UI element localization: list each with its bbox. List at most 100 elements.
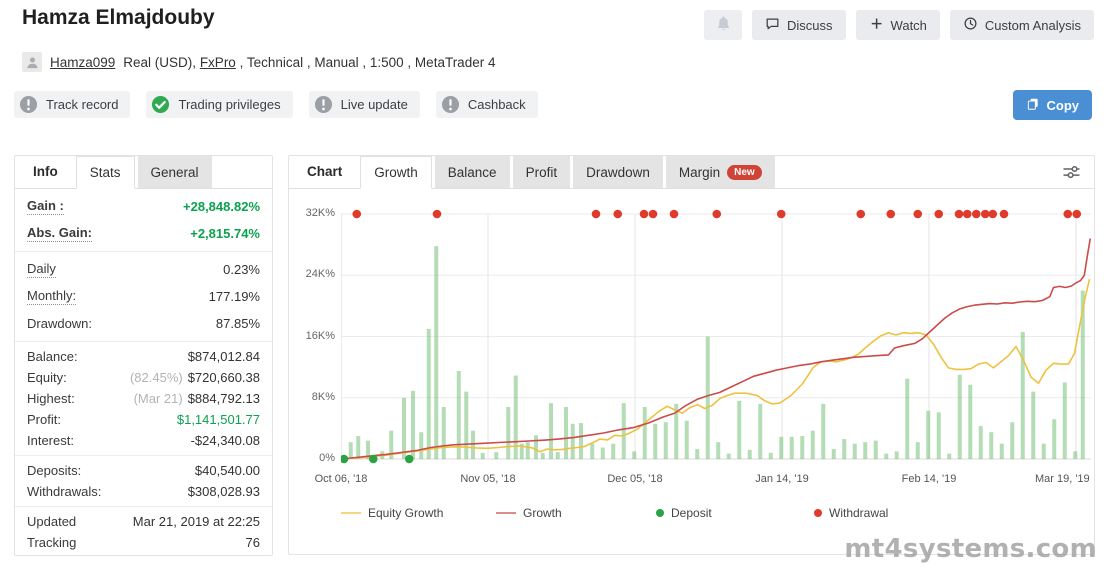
growth-bar [1031,392,1035,459]
legend-item-growth: Growth [496,506,562,520]
stat-value: $720,660.38 [188,370,260,385]
growth-bar [1052,419,1056,459]
growth-bar [402,398,406,459]
tab-general[interactable]: General [138,156,212,188]
y-axis-tick-label: 8K% [289,391,335,403]
growth-bar [1073,451,1077,459]
stat-label: Interest: [27,433,74,448]
legend-item-equity-growth: Equity Growth [341,506,443,520]
page: Hamza Elmajdouby Discuss Watch Custom Anal… [0,0,1109,569]
tab-drawdown[interactable]: Drawdown [573,156,663,188]
growth-bar [758,404,762,459]
notifications-button[interactable] [704,10,742,40]
stat-label: Gain : [27,198,64,215]
tab-chart[interactable]: Chart [305,156,344,188]
stat-row-updated: UpdatedMar 21, 2019 at 22:25 [27,511,260,532]
copy-icon [1026,97,1040,114]
growth-bar [748,450,752,459]
growth-bar [434,246,438,459]
badge-live-update: Live update [309,91,420,118]
growth-bar [1021,332,1025,459]
growth-bar [706,337,710,460]
discuss-button[interactable]: Discuss [752,10,846,40]
stat-group: Balance:$874,012.84Equity:(82.45%)$720,6… [15,342,272,456]
tab-label: Profit [526,165,558,180]
badge-label: Trading privileges [178,97,280,112]
exclamation-circle-icon [441,95,460,114]
x-axis-tick-label: Mar 19, '19 [1035,473,1090,485]
growth-bar [947,454,951,459]
stat-group: Daily0.23%Monthly:177.19%Drawdown:87.85% [15,252,272,342]
growth-bar [716,442,720,459]
copy-button[interactable]: Copy [1013,90,1093,120]
stat-row-tracking: Tracking76 [27,532,260,553]
tab-margin[interactable]: MarginNew [666,156,775,188]
info-tabs: StatsGeneral [76,156,215,188]
stat-row-interest: Interest:-$24,340.08 [27,430,260,451]
stat-label: Equity: [27,370,67,385]
growth-bar [643,407,647,459]
withdrawal-dot [988,210,997,219]
copy-button-label: Copy [1047,98,1080,113]
stat-label: Balance: [27,349,78,364]
growth-bar [811,431,815,459]
growth-bar [457,371,461,459]
stat-label: Highest: [27,391,75,406]
page-title: Hamza Elmajdouby [22,6,215,30]
badge-cashback: Cashback [436,91,538,118]
stat-value-wrap: 0.23% [223,262,260,277]
tab-profit[interactable]: Profit [513,156,571,188]
stat-value: 87.85% [216,316,260,331]
tab-growth[interactable]: Growth [360,156,432,189]
tab-info[interactable]: Info [31,156,60,188]
chart-settings-icon[interactable] [1061,162,1082,188]
legend-label: Deposit [671,506,712,520]
stat-label: Tracking [27,535,76,550]
account-username-link[interactable]: Hamza099 [50,55,115,70]
growth-bar [411,391,415,459]
stat-row-highest: Highest: (Mar 21)$884,792.13 [27,388,260,409]
account-line: Hamza099 Real (USD), FxPro , Technical ,… [22,52,495,72]
growth-bar [534,435,538,459]
watch-button[interactable]: Watch [856,10,940,40]
legend-item-deposit: Deposit [656,506,712,520]
growth-bar [874,441,878,459]
tab-label: Margin [679,165,720,180]
stat-value-wrap: (Mar 21)$884,792.13 [134,391,260,406]
badge-trading-privileges: Trading privileges [146,91,292,118]
watermark: mt4systems.com [844,534,1097,564]
avatar-icon [22,52,42,72]
y-axis-tick-label: 24K% [289,268,335,280]
withdrawal-dot [972,210,981,219]
tab-stats[interactable]: Stats [76,156,135,189]
growth-line [341,239,1090,460]
stat-value: $884,792.13 [188,391,260,406]
stat-value-wrap: +28,848.82% [183,199,260,214]
stat-label: Drawdown: [27,316,92,331]
stat-value: 177.19% [209,289,260,304]
growth-bar [790,437,794,459]
custom-analysis-button[interactable]: Custom Analysis [950,10,1094,40]
growth-bar [494,452,498,459]
growth-bar [653,424,657,459]
stat-value-wrap: +2,815.74% [190,226,260,241]
growth-chart-svg [341,206,1091,465]
growth-bar [926,411,930,459]
growth-bar [842,439,846,459]
stat-row-abs-gain: Abs. Gain:+2,815.74% [27,220,260,247]
withdrawal-dot [886,210,895,219]
growth-bar [601,448,605,459]
growth-bar [737,401,741,459]
stat-value: $874,012.84 [188,349,260,364]
account-meta: Real (USD), FxPro , Technical , Manual ,… [123,55,495,70]
growth-bar [564,407,568,459]
plus-icon [869,16,884,34]
stat-value-wrap: $1,141,501.77 [177,412,260,427]
stat-label: Profit: [27,412,61,427]
account-meta-prefix: Real (USD), [123,55,200,70]
growth-bar [590,444,594,459]
stat-group: Deposits:$40,540.00Withdrawals:$308,028.… [15,456,272,507]
tab-label: Drawdown [586,165,650,180]
broker-link[interactable]: FxPro [200,55,236,70]
tab-balance[interactable]: Balance [435,156,510,188]
